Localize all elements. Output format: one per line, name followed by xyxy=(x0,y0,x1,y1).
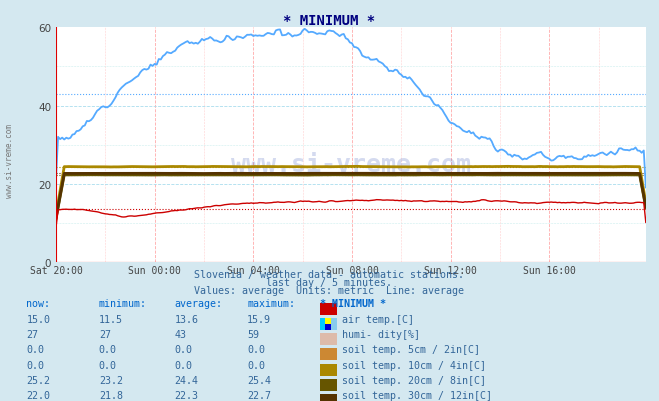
Text: Slovenia / weather data - automatic stations.: Slovenia / weather data - automatic stat… xyxy=(194,269,465,279)
Text: 15.0: 15.0 xyxy=(26,314,50,324)
Text: soil temp. 10cm / 4in[C]: soil temp. 10cm / 4in[C] xyxy=(342,360,486,370)
Text: 25.4: 25.4 xyxy=(247,375,271,385)
Text: 0.0: 0.0 xyxy=(247,360,265,370)
Text: 15.9: 15.9 xyxy=(247,314,271,324)
Text: last day / 5 minutes.: last day / 5 minutes. xyxy=(266,277,393,288)
Text: www.si-vreme.com: www.si-vreme.com xyxy=(5,124,14,197)
Text: air temp.[C]: air temp.[C] xyxy=(342,314,414,324)
Text: 11.5: 11.5 xyxy=(99,314,123,324)
Text: 21.8: 21.8 xyxy=(99,390,123,400)
Text: 27: 27 xyxy=(26,329,38,339)
Text: soil temp. 30cm / 12in[C]: soil temp. 30cm / 12in[C] xyxy=(342,390,492,400)
Text: 0.0: 0.0 xyxy=(175,344,192,354)
Text: 22.7: 22.7 xyxy=(247,390,271,400)
Text: soil temp. 5cm / 2in[C]: soil temp. 5cm / 2in[C] xyxy=(342,344,480,354)
Text: 22.0: 22.0 xyxy=(26,390,50,400)
Text: 24.4: 24.4 xyxy=(175,375,198,385)
Text: soil temp. 20cm / 8in[C]: soil temp. 20cm / 8in[C] xyxy=(342,375,486,385)
Text: 0.0: 0.0 xyxy=(26,360,44,370)
Text: 25.2: 25.2 xyxy=(26,375,50,385)
Text: * MINIMUM *: * MINIMUM * xyxy=(283,14,376,28)
Text: 23.2: 23.2 xyxy=(99,375,123,385)
Text: 13.6: 13.6 xyxy=(175,314,198,324)
Text: minimum:: minimum: xyxy=(99,299,147,309)
Text: www.si-vreme.com: www.si-vreme.com xyxy=(231,152,471,176)
Text: 0.0: 0.0 xyxy=(247,344,265,354)
Text: 22.3: 22.3 xyxy=(175,390,198,400)
Text: humi- dity[%]: humi- dity[%] xyxy=(342,329,420,339)
Text: 27: 27 xyxy=(99,329,111,339)
Text: Values: average  Units: metric  Line: average: Values: average Units: metric Line: aver… xyxy=(194,286,465,296)
Text: 0.0: 0.0 xyxy=(99,360,117,370)
Text: 0.0: 0.0 xyxy=(99,344,117,354)
Text: 0.0: 0.0 xyxy=(175,360,192,370)
Text: 43: 43 xyxy=(175,329,186,339)
Text: 59: 59 xyxy=(247,329,259,339)
Text: * MINIMUM *: * MINIMUM * xyxy=(320,299,386,309)
Text: maximum:: maximum: xyxy=(247,299,295,309)
Text: now:: now: xyxy=(26,299,50,309)
Text: average:: average: xyxy=(175,299,223,309)
Text: 0.0: 0.0 xyxy=(26,344,44,354)
